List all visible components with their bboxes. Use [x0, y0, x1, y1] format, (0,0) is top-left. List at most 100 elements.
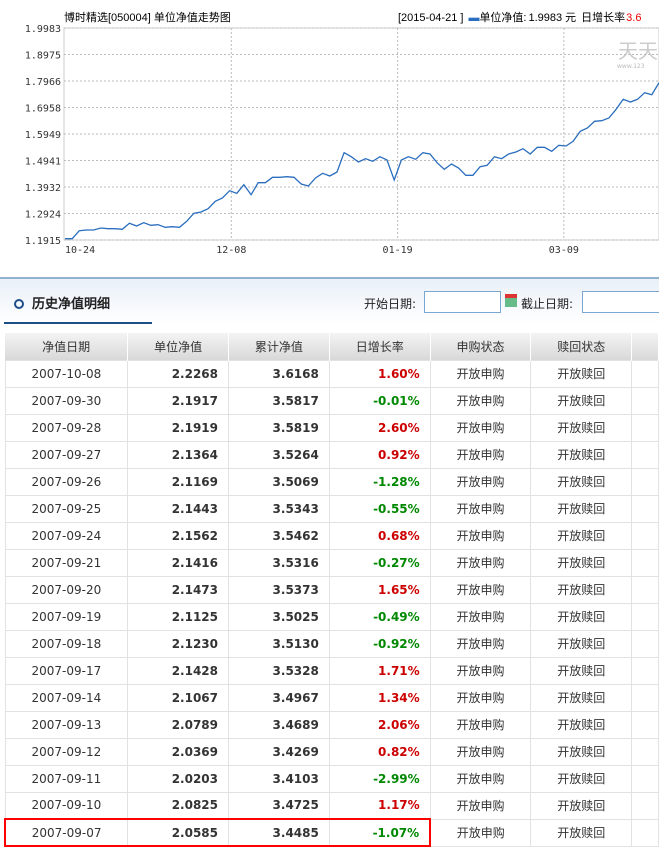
table-row: 2007-09-13 2.0789 3.4689 2.06% 开放申购 开放赎回	[4, 710, 659, 739]
purchase-status-cell: 开放申购	[429, 629, 532, 658]
table-row: 2007-09-19 2.1125 3.5025 -0.49% 开放申购 开放赎回	[4, 602, 659, 631]
daily-growth-cell: 1.65%	[328, 575, 431, 604]
daily-growth-cell: 1.17%	[328, 791, 431, 820]
daily-growth-cell: 1.60%	[328, 359, 431, 388]
date-cell: 2007-09-14	[4, 683, 129, 712]
purchase-status-cell: 开放申购	[429, 710, 532, 739]
date-cell: 2007-09-13	[4, 710, 129, 739]
redemption-status-cell: 开放赎回	[530, 818, 633, 847]
start-date-input[interactable]	[424, 291, 501, 313]
unit-nav-cell: 2.0585	[127, 818, 230, 847]
table-row: 2007-10-08 2.2268 3.6168 1.60% 开放申购 开放赎回	[4, 359, 659, 388]
daily-growth-cell: 0.68%	[328, 521, 431, 550]
start-date-label: 开始日期:	[364, 297, 417, 311]
purchase-status-cell: 开放申购	[429, 818, 532, 847]
daily-growth-cell: 0.82%	[328, 737, 431, 766]
empty-cell	[631, 575, 659, 604]
redemption-status-cell: 开放赎回	[530, 575, 633, 604]
unit-nav-cell: 2.1067	[127, 683, 230, 712]
empty-cell	[631, 413, 659, 442]
date-cell: 2007-09-21	[4, 548, 129, 577]
unit-nav-cell: 2.1473	[127, 575, 230, 604]
x-tick-label: 03-09	[549, 245, 579, 256]
column-header: 赎回状态	[530, 333, 633, 360]
empty-cell	[631, 440, 659, 469]
date-cell: 2007-09-26	[4, 467, 129, 496]
date-cell: 2007-09-28	[4, 413, 129, 442]
cumulative-nav-cell: 3.5069	[228, 467, 330, 496]
table-row: 2007-09-24 2.1562 3.5462 0.68% 开放申购 开放赎回	[4, 521, 659, 550]
column-header: 申购状态	[430, 333, 532, 360]
empty-cell	[631, 710, 659, 739]
purchase-status-cell: 开放申购	[429, 683, 532, 712]
empty-cell	[631, 629, 659, 658]
purchase-status-cell: 开放申购	[429, 656, 532, 685]
unit-nav-cell: 2.1364	[127, 440, 230, 469]
table-row: 2007-09-26 2.1169 3.5069 -1.28% 开放申购 开放赎回	[4, 467, 659, 496]
cumulative-nav-cell: 3.4269	[228, 737, 330, 766]
rate-label: 日增长率	[581, 10, 625, 24]
table-row: 2007-09-25 2.1443 3.5343 -0.55% 开放申购 开放赎回	[4, 494, 659, 523]
cumulative-nav-cell: 3.4725	[228, 791, 330, 820]
redemption-status-cell: 开放赎回	[530, 359, 633, 388]
redemption-status-cell: 开放赎回	[530, 440, 633, 469]
redemption-status-cell: 开放赎回	[530, 521, 633, 550]
unit-nav-cell: 2.1917	[127, 386, 230, 415]
cumulative-nav-cell: 3.5328	[228, 656, 330, 685]
legend-swatch: ▬	[468, 12, 479, 24]
column-header: 日增长率	[329, 333, 431, 360]
redemption-status-cell: 开放赎回	[530, 710, 633, 739]
table-row: 2007-09-30 2.1917 3.5817 -0.01% 开放申购 开放赎回	[4, 386, 659, 415]
cumulative-nav-cell: 3.5819	[228, 413, 330, 442]
empty-cell	[631, 818, 659, 847]
purchase-status-cell: 开放申购	[429, 386, 532, 415]
table-row: 2007-09-21 2.1416 3.5316 -0.27% 开放申购 开放赎回	[4, 548, 659, 577]
section-title: 历史净值明细	[14, 293, 110, 312]
y-tick-label: 1.1915	[25, 236, 61, 247]
cumulative-nav-cell: 3.4485	[228, 818, 330, 847]
purchase-status-cell: 开放申购	[429, 791, 532, 820]
end-date-label: 截止日期:	[521, 297, 574, 311]
nav-history-table: 净值日期 单位净值 累计净值 日增长率 申购状态 赎回状态 2007-10-08 2.226…	[4, 333, 659, 847]
date-cell: 2007-09-07	[4, 818, 129, 847]
y-tick-label: 1.7966	[25, 77, 61, 88]
end-date-input[interactable]	[582, 291, 659, 313]
column-header: 单位净值	[127, 333, 230, 360]
calendar-icon[interactable]	[505, 294, 517, 307]
daily-growth-cell: -0.01%	[328, 386, 431, 415]
redemption-status-cell: 开放赎回	[530, 386, 633, 415]
watermark-url: www.123	[617, 63, 645, 70]
daily-growth-cell: -0.55%	[328, 494, 431, 523]
unit-nav-cell: 2.2268	[127, 359, 230, 388]
purchase-status-cell: 开放申购	[429, 764, 532, 793]
date-cell: 2007-09-25	[4, 494, 129, 523]
unit-nav-cell: 2.0789	[127, 710, 230, 739]
cumulative-nav-cell: 3.4967	[228, 683, 330, 712]
unit-nav-cell: 2.1443	[127, 494, 230, 523]
unit-nav-cell: 2.1562	[127, 521, 230, 550]
unit-nav-cell: 2.1125	[127, 602, 230, 631]
daily-growth-cell: -1.28%	[328, 467, 431, 496]
x-tick-label: 12-08	[216, 245, 246, 256]
date-cell: 2007-09-18	[4, 629, 129, 658]
cumulative-nav-cell: 3.6168	[228, 359, 330, 388]
date-cell: 2007-09-20	[4, 575, 129, 604]
unit-nav-cell: 2.0369	[127, 737, 230, 766]
chart-title: 博时精选[050004] 单位净值走势图	[64, 10, 231, 24]
purchase-status-cell: 开放申购	[429, 521, 532, 550]
date-cell: 2007-09-27	[4, 440, 129, 469]
daily-growth-cell: -1.07%	[328, 818, 432, 847]
redemption-status-cell: 开放赎回	[530, 629, 633, 658]
empty-cell	[631, 602, 659, 631]
redemption-status-cell: 开放赎回	[530, 656, 633, 685]
purchase-status-cell: 开放申购	[429, 467, 532, 496]
date-cell: 2007-09-10	[4, 791, 129, 820]
empty-cell	[631, 521, 659, 550]
date-cell: 2007-10-08	[4, 359, 129, 388]
y-tick-label: 1.9983	[25, 24, 61, 35]
y-tick-label: 1.2924	[25, 210, 61, 221]
rate-value: 3.6	[626, 12, 641, 24]
daily-growth-cell: -0.49%	[328, 602, 431, 631]
daily-growth-cell: -0.92%	[328, 629, 431, 658]
redemption-status-cell: 开放赎回	[530, 683, 633, 712]
